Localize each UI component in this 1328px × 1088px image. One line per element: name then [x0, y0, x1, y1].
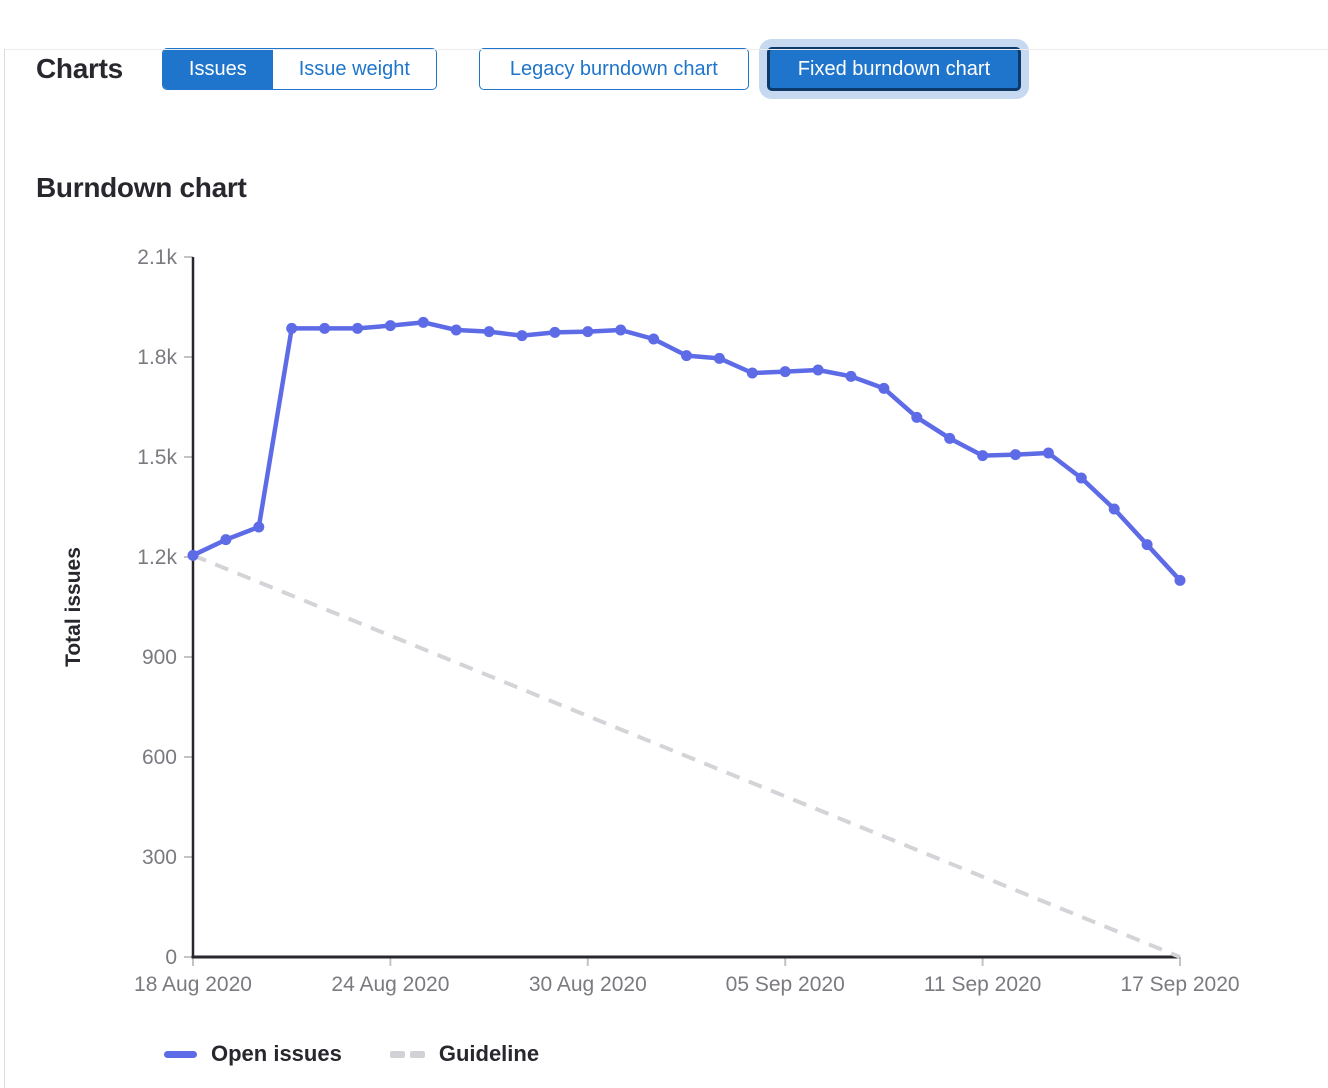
y-tick-label: 1.5k	[137, 446, 177, 469]
x-tick-label: 05 Sep 2020	[726, 973, 845, 996]
open-issues-point[interactable]	[352, 322, 363, 334]
open-issues-line-swatch	[164, 1050, 197, 1058]
open-issues-point[interactable]	[1042, 447, 1054, 459]
y-tick-label: 1.2k	[137, 546, 177, 569]
guideline-line	[192, 553, 1181, 959]
open-issues-point[interactable]	[845, 370, 857, 382]
page-left-border	[4, 49, 5, 1088]
open-issues-point[interactable]	[615, 324, 627, 336]
guideline-dash-swatch	[389, 1050, 425, 1058]
open-issues-point[interactable]	[878, 382, 890, 394]
open-issues-point[interactable]	[417, 316, 429, 328]
open-issues-legend-label: Open issues	[211, 1041, 342, 1066]
y-axis-title: Total issues	[62, 547, 85, 667]
page-top-border	[4, 49, 1328, 50]
open-issues-point[interactable]	[1141, 539, 1153, 551]
guideline-legend-label: Guideline	[438, 1041, 540, 1066]
charts-header-row: Charts Issues Issue weight Legacy burndo…	[36, 47, 1328, 91]
burndown-chart-svg[interactable]: 0 300 600 900 1.2k 1.5k 1.8k 2.1k 18 Aug 2020 24 …	[0, 239, 1328, 1014]
y-tick-label: 2.1k	[137, 246, 177, 269]
issue-weight-toggle-button[interactable]: Issue weight	[272, 49, 436, 89]
chart-version-group: Legacy burndown chart Fixed burndown cha…	[478, 47, 1033, 91]
open-issues-point[interactable]	[483, 326, 495, 338]
chart-legend: Open issues Guideline	[164, 1039, 1328, 1069]
x-tick-label: 18 Aug 2020	[134, 973, 252, 996]
open-issues-point[interactable]	[549, 326, 561, 338]
open-issues-point[interactable]	[681, 350, 692, 362]
open-issues-point[interactable]	[187, 549, 199, 561]
open-issues-point[interactable]	[1174, 574, 1186, 586]
x-tick-label: 17 Sep 2020	[1120, 973, 1239, 996]
open-issues-point[interactable]	[516, 330, 528, 342]
x-tick-label: 11 Sep 2020	[924, 973, 1042, 996]
x-tick-label: 24 Aug 2020	[331, 973, 449, 996]
open-issues-point[interactable]	[944, 432, 956, 444]
charts-section-label: Charts	[36, 53, 123, 84]
legend-item-guideline[interactable]: Guideline	[389, 1041, 540, 1067]
open-issues-point[interactable]	[977, 450, 989, 462]
y-tick-label: 900	[142, 646, 177, 669]
issues-toggle-button[interactable]: Issues	[162, 49, 273, 89]
open-issues-point[interactable]	[1108, 503, 1120, 515]
burndown-chart-title: Burndown chart	[36, 172, 247, 203]
open-issues-point[interactable]	[1010, 449, 1021, 461]
y-tick-label: 1.8k	[137, 346, 177, 369]
open-issues-point[interactable]	[384, 320, 396, 332]
open-issues-point[interactable]	[286, 322, 298, 334]
open-issues-point[interactable]	[1075, 472, 1087, 484]
open-issues-point[interactable]	[812, 364, 824, 376]
open-issues-point[interactable]	[319, 322, 331, 334]
open-issues-point[interactable]	[450, 324, 462, 336]
open-issues-point[interactable]	[911, 411, 923, 423]
x-tick-label: 30 Aug 2020	[529, 973, 647, 996]
y-tick-label: 600	[142, 746, 177, 769]
open-issues-point[interactable]	[779, 366, 791, 378]
legacy-burndown-chart-button[interactable]: Legacy burndown chart	[478, 48, 749, 90]
fixed-burndown-chart-button[interactable]: Fixed burndown chart	[766, 47, 1022, 91]
open-issues-point[interactable]	[713, 352, 725, 364]
y-tick-label: 300	[142, 846, 177, 869]
open-issues-point[interactable]	[746, 367, 758, 379]
y-tick-label: 0	[165, 946, 177, 969]
legend-item-open-issues[interactable]: Open issues	[164, 1041, 342, 1067]
open-issues-point[interactable]	[582, 326, 594, 338]
metric-toggle-group: Issues Issue weight	[161, 48, 437, 90]
open-issues-point[interactable]	[253, 521, 265, 533]
open-issues-point[interactable]	[648, 333, 660, 345]
open-issues-point[interactable]	[220, 534, 232, 546]
